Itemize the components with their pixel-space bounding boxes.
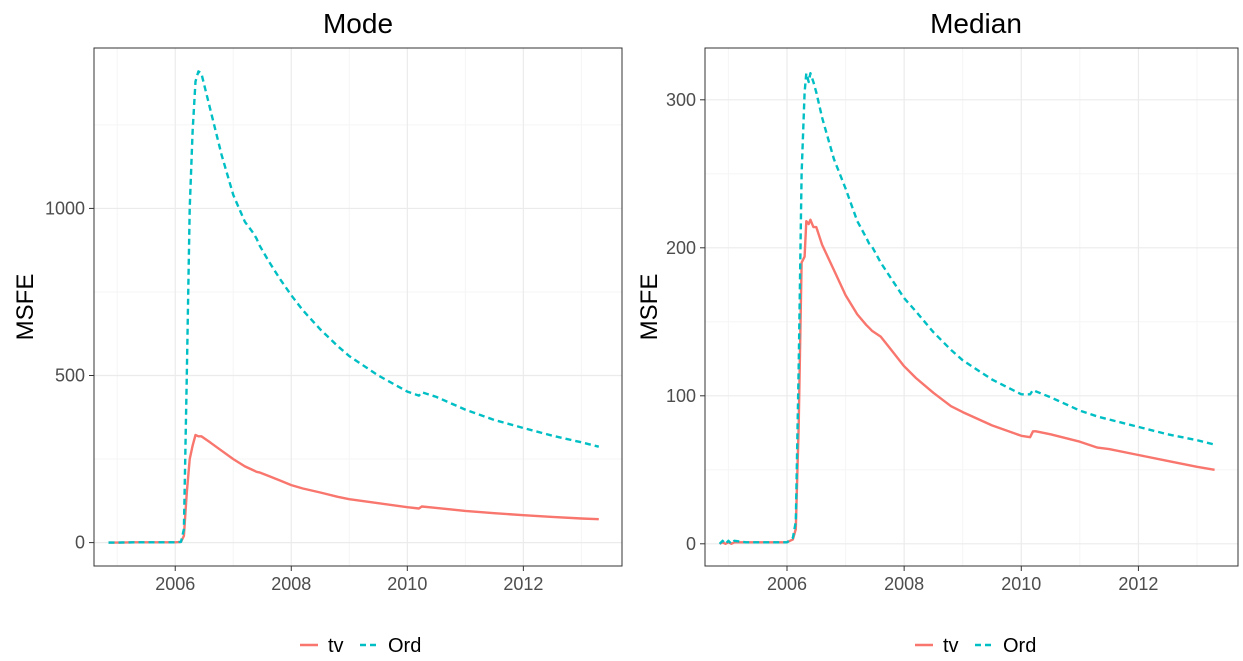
series-line-ord — [108, 70, 600, 544]
y-tick-label: 100 — [666, 386, 696, 406]
x-tick-label: 2010 — [1001, 574, 1041, 594]
legend: tv Ord — [300, 635, 421, 657]
x-tick-label: 2008 — [271, 574, 311, 594]
plot-background — [94, 48, 622, 566]
y-tick-label: 0 — [75, 533, 85, 553]
y-tick-label: 200 — [666, 238, 696, 258]
mode-panel: 2006 2008 2010 2012 0 500 1000 Mode MSFE tv Ord — [12, 8, 623, 657]
chart-title: Median — [930, 8, 1022, 39]
legend-label-ord: Ord — [1003, 635, 1036, 657]
y-tick-label: 1000 — [45, 198, 85, 218]
y-axis-label: MSFE — [12, 274, 39, 341]
y-tick-label: 0 — [686, 534, 696, 554]
x-tick-label: 2006 — [767, 574, 807, 594]
median-panel: 2006 2008 2010 2012 0 100 200 300 Median MSFE tv Or… — [636, 8, 1239, 657]
series-line-ord — [718, 72, 1215, 545]
plot-background — [705, 48, 1238, 566]
panel-border — [93, 47, 623, 567]
y-axis-label: MSFE — [636, 274, 663, 341]
legend-label-tv: tv — [943, 635, 959, 657]
x-tick-label: 2012 — [1118, 574, 1158, 594]
y-tick-label: 300 — [666, 90, 696, 110]
legend-label-tv: tv — [328, 635, 344, 657]
y-tick-label: 500 — [55, 366, 85, 386]
x-tick-label: 2010 — [387, 574, 427, 594]
x-tick-label: 2008 — [884, 574, 924, 594]
chart-title: Mode — [323, 8, 393, 39]
x-tick-label: 2006 — [155, 574, 195, 594]
panel-border — [704, 47, 1239, 567]
legend-label-ord: Ord — [388, 635, 421, 657]
legend: tv Ord — [915, 635, 1036, 657]
x-tick-label: 2012 — [503, 574, 543, 594]
